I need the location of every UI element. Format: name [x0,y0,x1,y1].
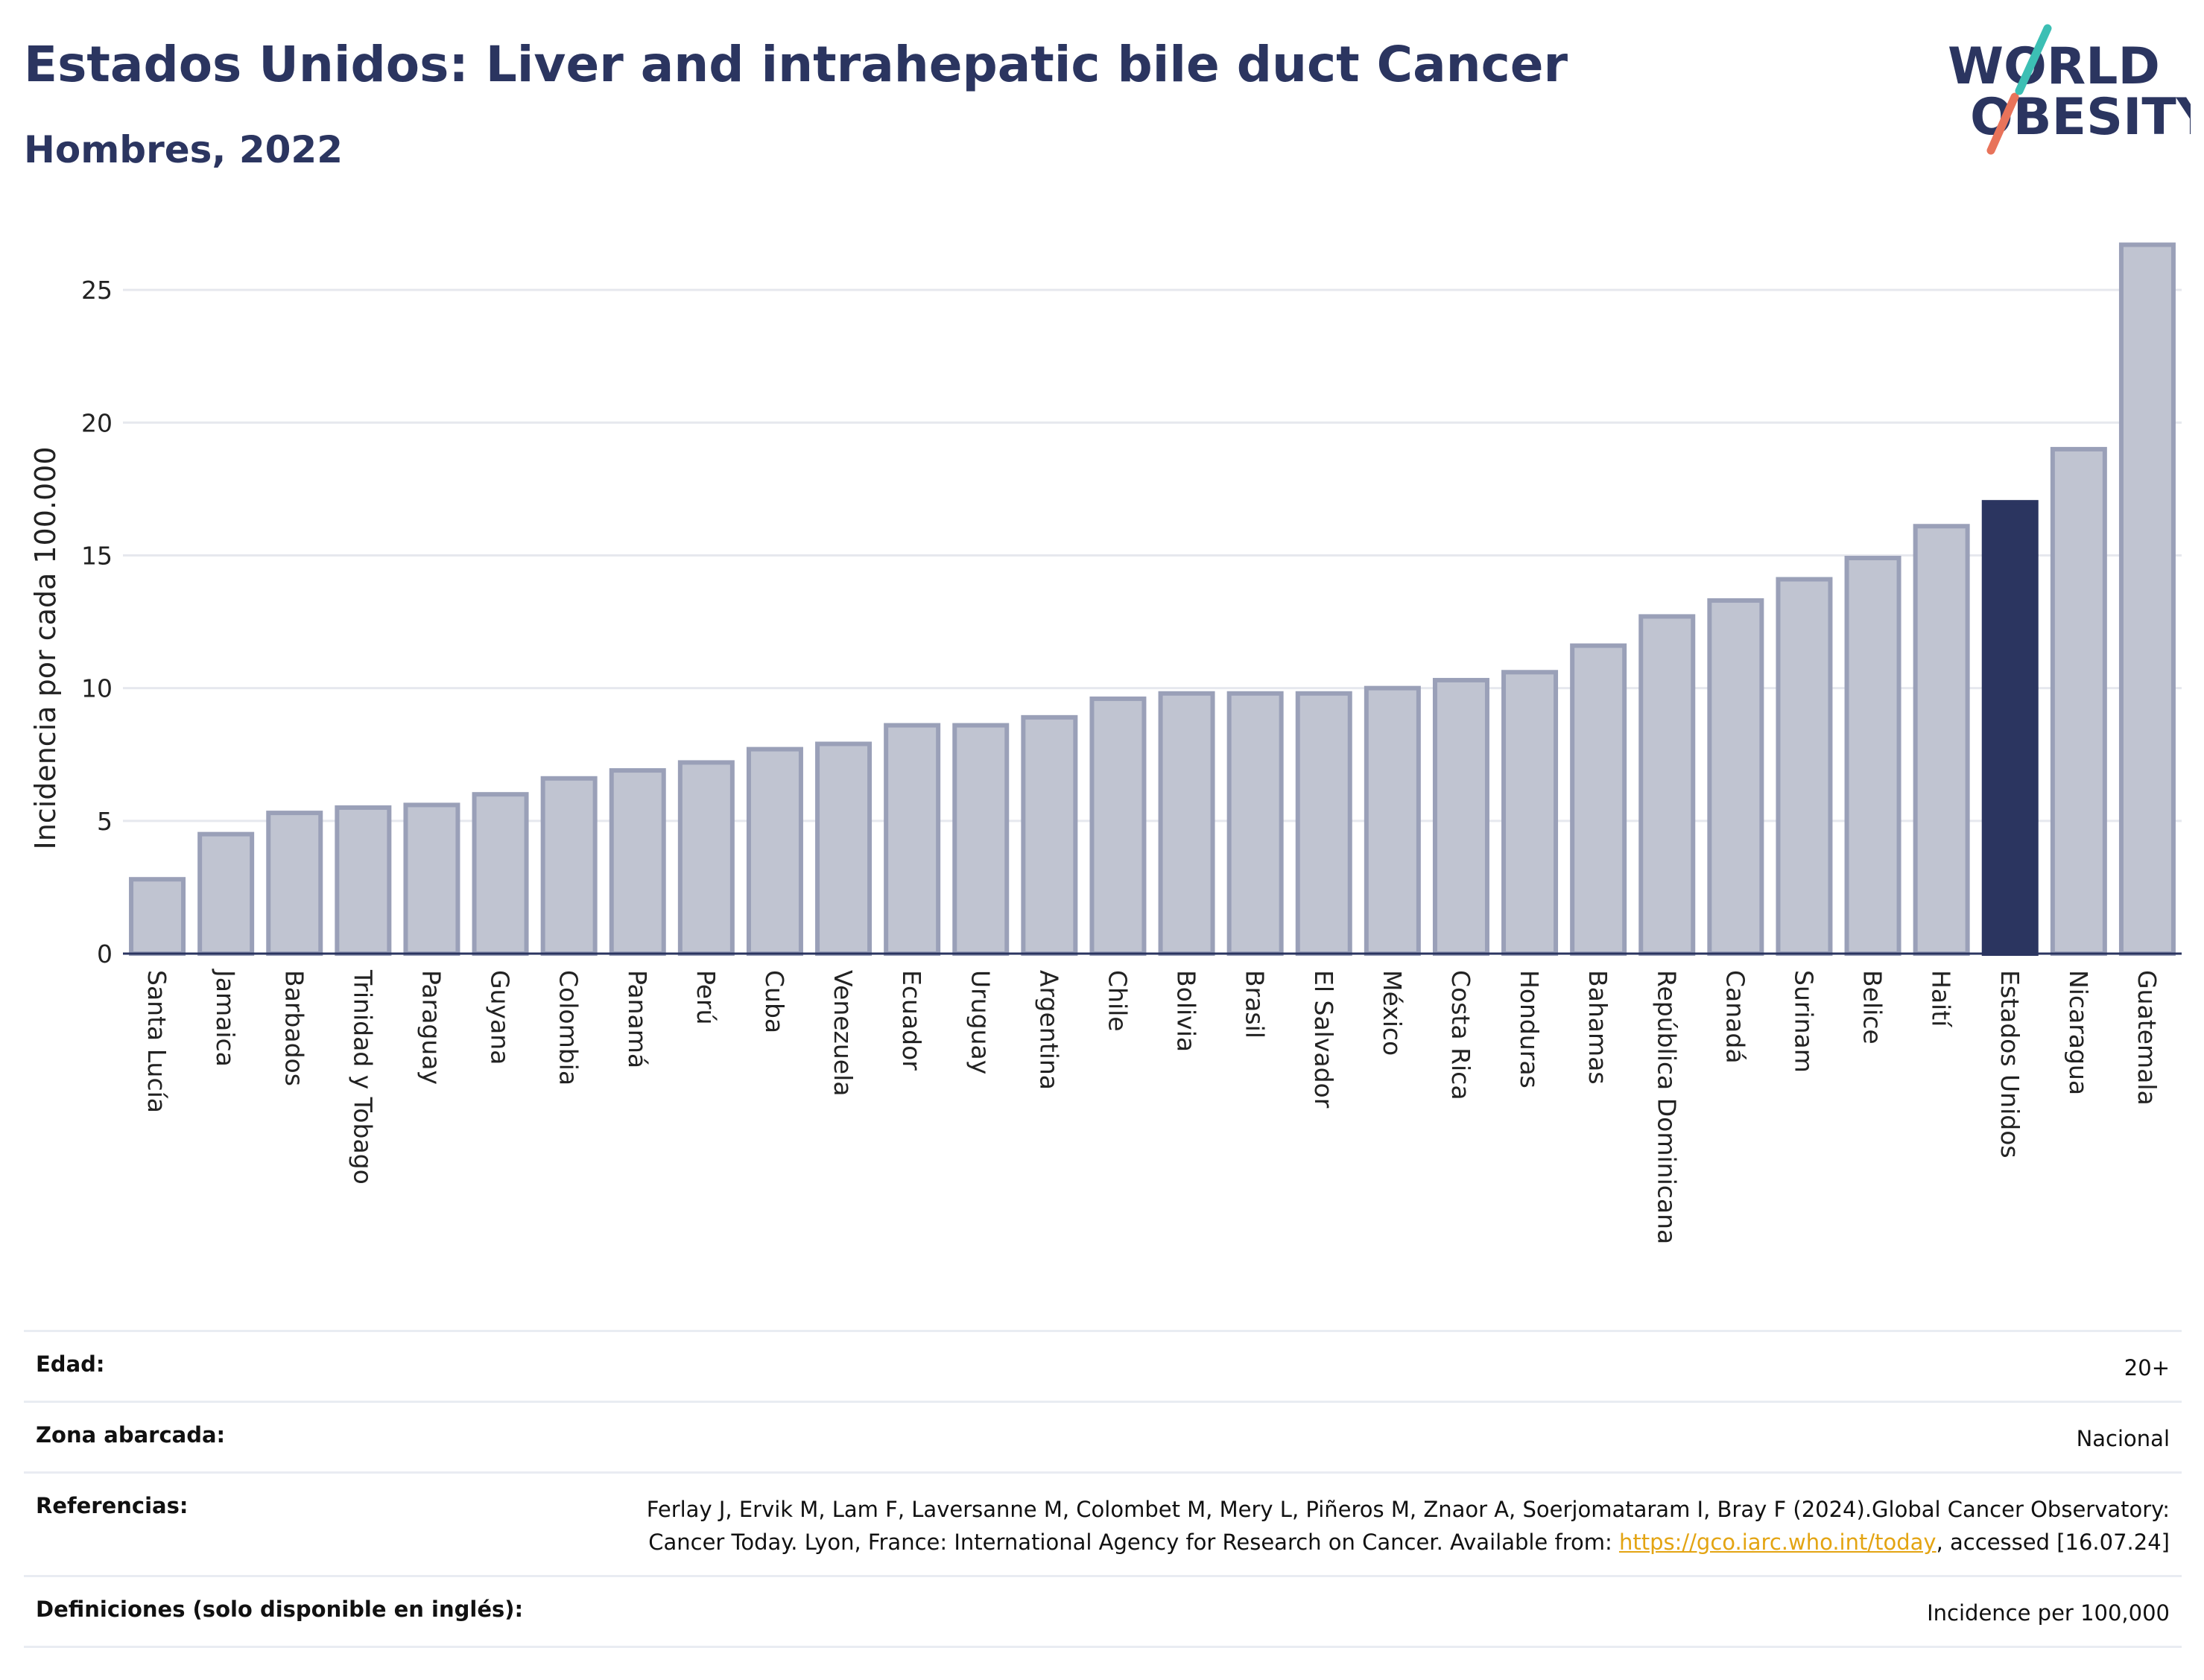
bar-bahamas [1570,643,1627,956]
x-tick-label: Nicaragua [2064,970,2093,1095]
x-tick-label: Bahamas [1583,970,1612,1085]
bar-ecuador [884,723,941,956]
x-tick-label: Honduras [1515,970,1544,1088]
grid-lines [123,288,2182,822]
bar-chart: 0 5 10 15 20 25 Santa Lucía Jamaica Barbados Tri… [29,242,2182,1244]
x-tick-label: El Salvador [1309,970,1338,1109]
bar-costa-rica [1432,677,1489,956]
x-tick-label: Haití [1927,970,1956,1028]
logo-slash-teal [2015,24,2052,95]
y-tick-label: 25 [81,276,113,305]
x-tick-label: Barbados [279,970,308,1086]
x-tick-label: Brasil [1241,970,1270,1039]
y-tick-label: 15 [81,541,113,570]
bar-guyana [472,792,529,956]
x-tick-label: Surinam [1789,970,1818,1073]
page-subtitle: Hombres, 2022 [24,128,343,171]
x-tick-label: Panamá [623,970,652,1068]
x-tick-label: Guyana [486,970,515,1065]
bar-perú [677,760,735,956]
bar-méxico [1364,685,1421,956]
x-tick-label: Santa Lucía [142,970,171,1113]
bar-jamaica [197,831,255,956]
x-tick-label: Estados Unidos [1995,970,2024,1158]
y-tick-label: 10 [81,674,113,703]
bar-venezuela [815,741,873,956]
info-label-definitions: Definiciones (solo disponible en inglés)… [36,1597,524,1622]
logo-slash-coral [1986,92,2019,155]
page-title: Estados Unidos: Liver and intrahepatic b… [24,36,1568,93]
reference-link[interactable]: https://gco.iarc.who.int/today [1618,1530,1937,1555]
x-tick-label: República Dominicana [1652,970,1681,1244]
x-tick-label: Belice [1858,970,1887,1045]
bar-barbados [266,811,323,957]
world-obesity-logo: WORLD OBESITY [1948,24,2191,155]
info-label-area: Zona abarcada: [36,1422,226,1448]
bar-trinidad-y-tobago [335,805,392,956]
bar-estados-unidos [1981,500,2039,956]
x-tick-label: Costa Rica [1446,970,1475,1100]
info-value-area: Nacional [2076,1426,2170,1451]
x-tick-label: Canadá [1720,970,1749,1064]
bar-honduras [1501,670,1559,956]
x-tick-label: Paraguay [417,970,446,1085]
x-tick-label: Perú [691,970,721,1025]
info-label-references: Referencias: [36,1493,189,1518]
x-tick-label: Guatemala [2132,970,2162,1106]
x-tick-label: Chile [1103,970,1132,1032]
info-value-definitions: Incidence per 100,000 [1927,1600,2170,1626]
info-value-references: Ferlay J, Ervik M, Lam F, Laversanne M, … [568,1493,2170,1559]
bar-guatemala [2118,242,2176,956]
bar-surinam [1776,577,1833,956]
y-tick-label: 0 [97,939,113,969]
bar-uruguay [952,723,1010,956]
x-tick-label: Trinidad y Tobago [348,969,377,1185]
y-axis-label: Incidencia por cada 100.000 [29,446,62,849]
x-tick-label: Cuba [760,970,789,1033]
x-tick-labels: Santa Lucía Jamaica Barbados Trinidad y Tob… [142,969,2162,1244]
reference-text: Ferlay J, Ervik M, Lam F, Laversanne M, … [646,1497,2170,1555]
x-tick-label: Ecuador [897,970,926,1071]
bar-canadá [1707,598,1764,956]
x-tick-label: Colombia [554,970,583,1085]
y-tick-label: 5 [97,807,113,836]
x-tick-label: Bolivia [1172,970,1201,1052]
x-tick-label: México [1378,970,1407,1056]
bar-chile [1089,696,1147,957]
bar-argentina [1021,714,1078,956]
bar-haití [1913,524,1970,956]
logo-line1: WORLD [1948,37,2160,96]
info-value-age: 20+ [2124,1355,2170,1381]
x-tick-label: Jamaica [211,969,240,1067]
x-tick-label: Uruguay [966,970,995,1074]
bar-el-salvador [1295,691,1352,956]
bars [129,242,2176,957]
info-table: Edad: 20+ Zona abarcada: Nacional Refere… [24,1330,2182,1648]
info-row-definitions: Definiciones (solo disponible en inglés)… [24,1575,2182,1648]
bar-bolivia [1158,691,1215,956]
x-tick-label: Argentina [1034,970,1063,1090]
bar-colombia [540,776,598,957]
reference-accessed: , accessed [16.07.24] [1936,1530,2170,1555]
y-tick-label: 20 [81,408,113,437]
bar-paraguay [403,802,460,957]
info-label-age: Edad: [36,1351,105,1377]
bar-cuba [746,747,803,956]
y-tick-labels: 0 5 10 15 20 25 [81,276,113,969]
bar-república-dominicana [1638,614,1696,956]
bar-panamá [609,768,666,957]
info-row-age: Edad: 20+ [24,1330,2182,1401]
x-tick-label: Venezuela [829,970,858,1096]
bar-brasil [1226,691,1284,956]
bar-nicaragua [2050,446,2107,956]
info-row-references: Referencias: Ferlay J, Ervik M, Lam F, L… [24,1471,2182,1575]
bar-santa-lucía [129,877,186,956]
bar-belice [1844,556,1901,956]
info-row-area: Zona abarcada: Nacional [24,1401,2182,1471]
